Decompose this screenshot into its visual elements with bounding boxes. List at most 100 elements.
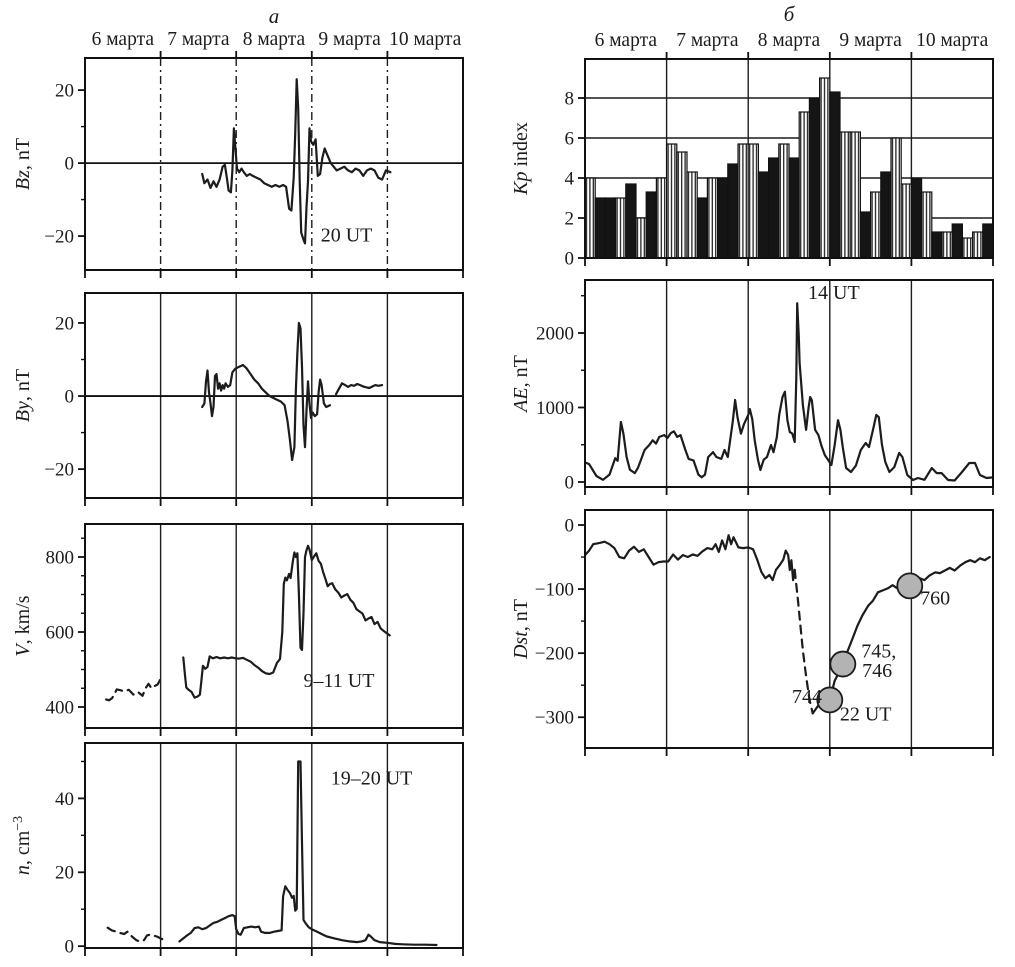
- satellite-marker: [896, 572, 924, 600]
- y-tick-label: 20: [55, 863, 74, 884]
- date-label: 10 марта: [389, 29, 461, 50]
- kp-bar: [747, 143, 760, 259]
- kp-bar: [604, 197, 617, 259]
- bz-frame: [84, 57, 464, 271]
- bz-axis-label: Bz, nT: [12, 138, 34, 190]
- dst-series: [586, 534, 796, 582]
- ae-panel: 2000 1000 0 AE, nT 14 UT: [510, 279, 994, 495]
- panel-b-title: б: [783, 2, 795, 26]
- y-tick-label: 0: [565, 248, 575, 269]
- ae-axis-label: AE, nT: [510, 355, 532, 414]
- ae-series: [586, 302, 992, 482]
- annotation: 745,: [861, 641, 896, 663]
- kp-bar: [655, 177, 668, 259]
- kp-bar: [941, 231, 953, 259]
- kp-bar: [818, 77, 831, 259]
- annotation: 744: [792, 686, 822, 708]
- v-frame: [84, 523, 464, 729]
- kp-bar: [757, 171, 770, 259]
- kp-bar: [584, 177, 596, 259]
- kp-bar: [594, 197, 607, 259]
- y-tick-label: −100: [535, 580, 574, 601]
- kp-bar: [635, 217, 647, 259]
- annotation: 20 UT: [321, 225, 373, 247]
- kp-bar: [849, 131, 862, 259]
- y-tick-label: 20: [55, 81, 74, 102]
- annotation: 19–20 UT: [331, 767, 413, 789]
- v-panel: 800 600 400 V, km/s 9–11 UT: [12, 523, 464, 736]
- date-label: 8 марта: [758, 30, 821, 51]
- kp-bar: [900, 183, 913, 259]
- date-label: 7 марта: [167, 29, 230, 50]
- by-series: [201, 321, 331, 462]
- kp-bar: [808, 97, 821, 259]
- kp-bar: [829, 91, 841, 259]
- kp-bar: [839, 131, 851, 259]
- kp-bar: [645, 191, 658, 259]
- kp-bar: [778, 143, 790, 259]
- kp-bar: [880, 171, 892, 259]
- n-frame: [84, 742, 464, 949]
- date-label: 10 марта: [916, 30, 988, 51]
- by-panel: 20 0 −20 By, nT: [12, 292, 464, 506]
- y-tick-label: 400: [46, 697, 75, 718]
- kp-bar: [737, 143, 749, 259]
- n-series: [106, 926, 166, 943]
- y-tick-label: −20: [44, 460, 74, 481]
- kp-bar: [706, 177, 719, 259]
- y-tick-label: 6: [565, 128, 575, 149]
- y-tick-label: 0: [65, 937, 75, 958]
- kp-panel: 8 6 4 2 0 6 марта 7 марта 8 марта 9 марта 10 март…: [510, 30, 994, 269]
- kp-bar: [961, 237, 974, 259]
- y-tick-label: −200: [535, 644, 574, 665]
- kp-frame: [584, 58, 994, 259]
- bz-series: [201, 78, 392, 245]
- kp-axis-label: Kp index: [510, 122, 532, 196]
- annotation: 760: [920, 587, 950, 609]
- kp-bar: [767, 157, 780, 259]
- n-panel: 40 20 0 n, cm−3 19–20 UT: [11, 742, 464, 958]
- kp-bar: [625, 183, 637, 259]
- v-series: [105, 677, 162, 702]
- y-tick-label: 2: [565, 208, 575, 229]
- by-series: [334, 382, 384, 396]
- y-tick-label: 600: [46, 622, 75, 643]
- kp-bar: [676, 151, 688, 259]
- ae-frame: [584, 279, 994, 488]
- kp-bar: [696, 197, 709, 259]
- annotation: 22 UT: [840, 703, 892, 725]
- n-series: [178, 760, 438, 947]
- dst-panel: 0 −100 −200 −300 Dst, nT 744 22 UT 745,746 760: [510, 509, 994, 756]
- kp-bar: [716, 177, 729, 259]
- dst-series: [793, 568, 814, 715]
- dst-axis-label: Dst, nT: [510, 599, 532, 660]
- panel-a-title: а: [268, 4, 280, 28]
- v-axis-label: V, km/s: [12, 595, 34, 656]
- satellite-marker: [816, 686, 844, 714]
- y-tick-label: −20: [44, 227, 74, 248]
- date-label: 6 марта: [92, 29, 155, 50]
- kp-bar: [910, 177, 923, 259]
- kp-bar: [920, 191, 933, 259]
- kp-bar: [788, 157, 800, 259]
- by-axis-label: By, nT: [12, 369, 34, 422]
- date-label: 9 марта: [839, 30, 902, 51]
- kp-bar: [931, 231, 943, 259]
- y-tick-label: −300: [535, 708, 574, 729]
- y-tick-label: 8: [565, 88, 575, 109]
- date-label: 8 марта: [243, 29, 306, 50]
- date-label: 6 марта: [595, 30, 658, 51]
- y-tick-label: 0: [65, 154, 75, 175]
- bz-panel: 20 0 −20 6 марта 7 марта 8 марта 9 марта 10 мар…: [12, 29, 464, 278]
- kp-bar: [686, 171, 698, 259]
- y-tick-label: 40: [55, 789, 74, 810]
- y-tick-label: 2000: [536, 323, 574, 344]
- n-axis-label: n, cm−3: [11, 816, 34, 875]
- kp-bar: [798, 111, 811, 259]
- y-tick-label: 0: [65, 387, 75, 408]
- date-label: 7 марта: [676, 30, 739, 51]
- y-tick-label: 0: [565, 515, 575, 536]
- y-tick-label: 0: [565, 472, 575, 493]
- kp-bar: [614, 197, 627, 259]
